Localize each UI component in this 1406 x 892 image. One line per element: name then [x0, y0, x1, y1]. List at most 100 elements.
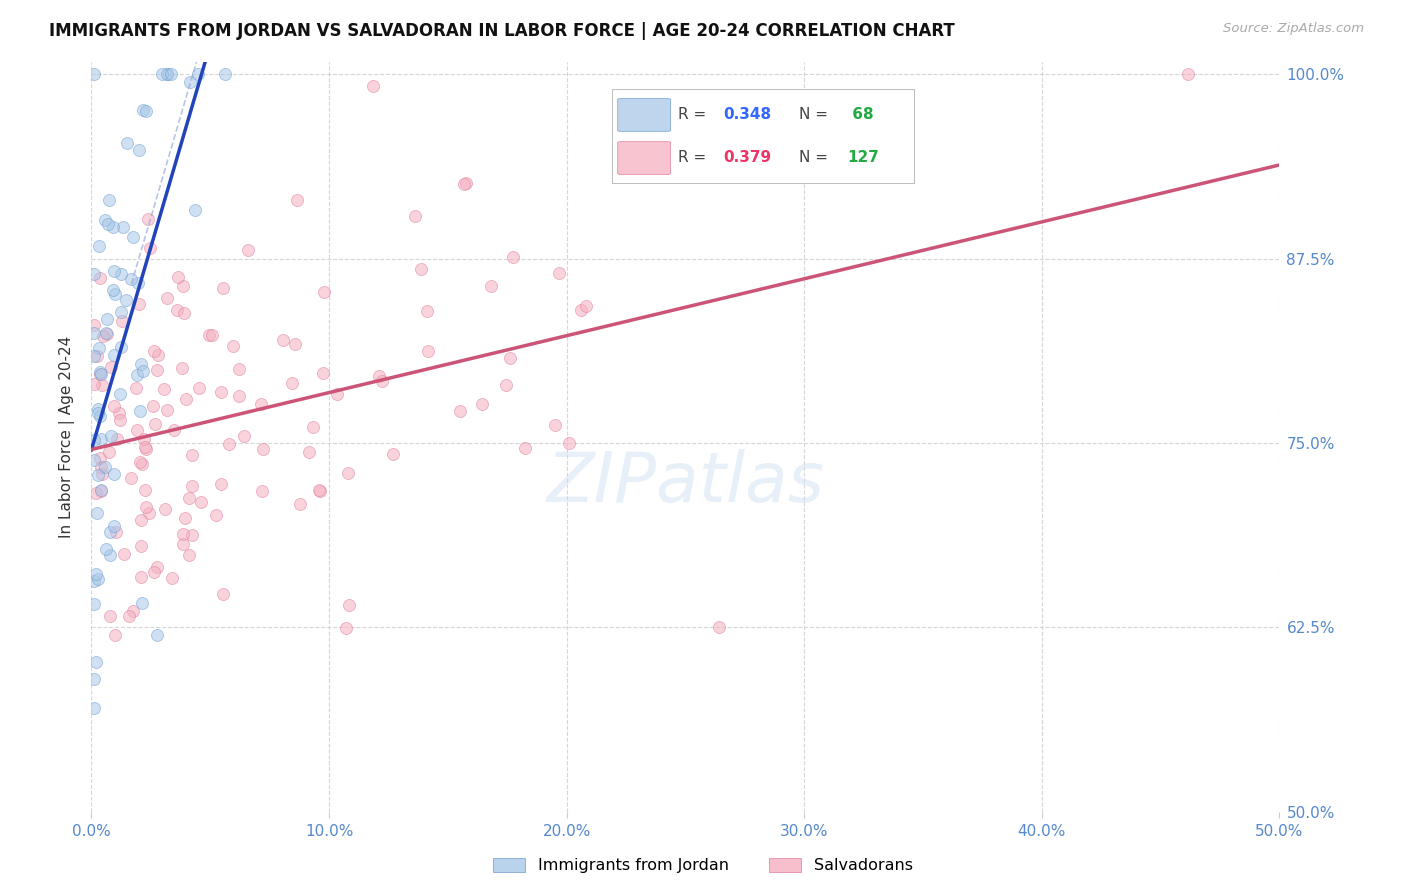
Point [222, 339, 245, 353]
Point [454, 176, 477, 190]
Point [325, 387, 347, 401]
Point [569, 302, 592, 317]
Point [134, 483, 156, 497]
Point [285, 193, 308, 207]
Point [98, 193, 121, 207]
Point [103, 467, 125, 482]
Point [155, 502, 177, 516]
Point [371, 374, 394, 388]
Point [83, 267, 105, 281]
Point [90, 432, 112, 446]
Point [1177, 67, 1199, 81]
Point [172, 279, 194, 293]
Point [153, 382, 176, 396]
Point [96, 541, 118, 556]
Point [89, 365, 111, 379]
Point [101, 283, 124, 297]
Point [94, 326, 117, 340]
Point [314, 285, 336, 299]
Point [233, 429, 256, 443]
Point [416, 343, 439, 358]
Point [312, 366, 335, 380]
Point [131, 457, 153, 471]
Point [105, 525, 128, 540]
Text: IMMIGRANTS FROM JORDAN VS SALVADORAN IN LABOR FORCE | AGE 20-24 CORRELATION CHAR: IMMIGRANTS FROM JORDAN VS SALVADORAN IN … [49, 22, 955, 40]
Point [83, 597, 105, 611]
Point [228, 389, 250, 403]
Point [180, 479, 202, 493]
Point [100, 428, 122, 442]
Point [302, 420, 325, 434]
Point [172, 537, 194, 551]
Point [142, 344, 165, 359]
Y-axis label: In Labor Force | Age 20-24: In Labor Force | Age 20-24 [59, 336, 76, 538]
Point [83, 326, 105, 341]
Point [128, 297, 150, 311]
Point [104, 287, 127, 301]
Point [502, 250, 524, 264]
Point [495, 378, 517, 392]
Point [335, 621, 357, 635]
Point [108, 406, 131, 420]
Point [129, 540, 152, 554]
Point [453, 178, 475, 192]
Point [112, 220, 135, 235]
Point [89, 368, 111, 382]
Point [177, 549, 200, 563]
Point [110, 387, 132, 401]
Point [209, 476, 232, 491]
Point [83, 574, 105, 588]
Point [363, 79, 385, 94]
Point [120, 271, 142, 285]
Point [142, 399, 165, 413]
Point [209, 384, 232, 399]
Point [156, 403, 179, 417]
Point [90, 378, 112, 392]
Point [136, 212, 159, 227]
Point [83, 701, 105, 715]
Point [107, 432, 129, 446]
Point [120, 471, 142, 485]
Point [118, 608, 141, 623]
Point [89, 450, 111, 465]
Legend: Immigrants from Jordan, Salvadorans: Immigrants from Jordan, Salvadorans [486, 851, 920, 880]
Point [87, 402, 110, 417]
Point [479, 278, 502, 293]
Point [148, 348, 170, 362]
Point [103, 348, 125, 362]
Point [190, 495, 212, 509]
Point [156, 67, 179, 81]
Point [98, 548, 121, 562]
Point [87, 572, 110, 586]
Point [86, 350, 108, 364]
Point [163, 423, 186, 437]
Point [89, 271, 111, 285]
Point [416, 303, 439, 318]
Point [188, 381, 211, 395]
Point [309, 483, 332, 498]
Point [513, 441, 536, 455]
Point [138, 506, 160, 520]
Point [115, 293, 138, 308]
Point [128, 144, 150, 158]
Point [236, 244, 259, 258]
Point [214, 67, 236, 81]
Point [129, 455, 152, 469]
Point [117, 136, 139, 150]
Point [127, 277, 149, 291]
Point [122, 604, 145, 618]
Point [98, 445, 121, 459]
Point [179, 491, 201, 506]
Text: R =: R = [678, 107, 706, 122]
Point [409, 262, 432, 277]
Point [381, 447, 404, 461]
Point [156, 291, 179, 305]
Point [96, 312, 118, 326]
Text: R =: R = [678, 150, 706, 165]
Point [252, 483, 274, 498]
Point [94, 459, 117, 474]
Point [198, 328, 221, 343]
Text: N =: N = [799, 150, 828, 165]
Point [101, 219, 124, 234]
Point [122, 230, 145, 244]
